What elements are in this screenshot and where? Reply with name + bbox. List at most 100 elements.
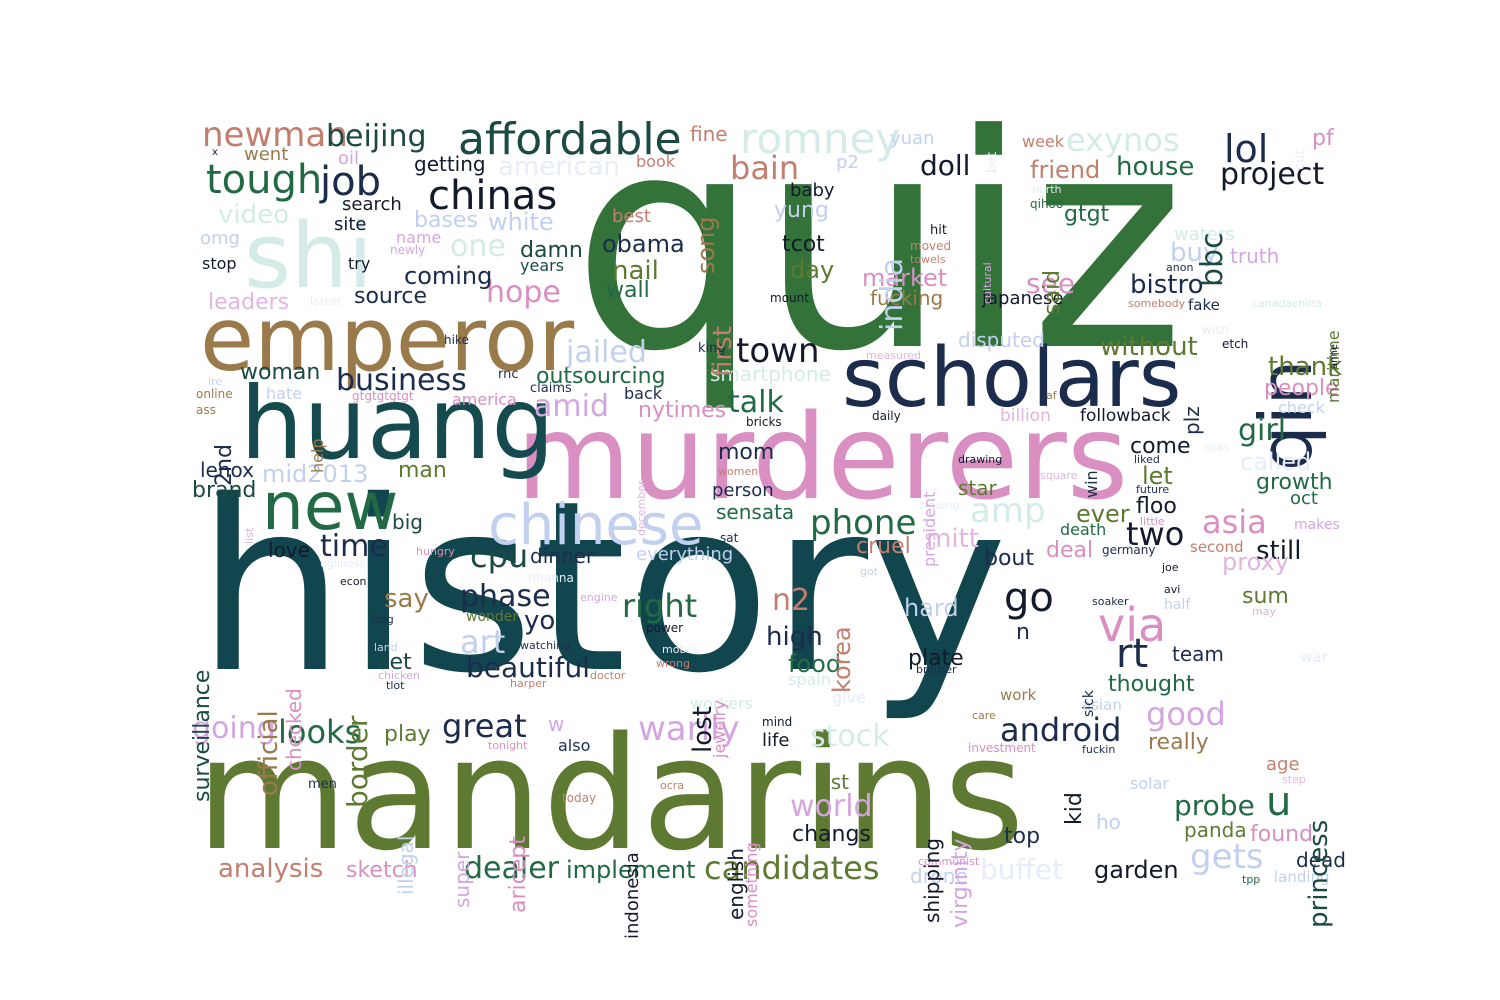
word-sick: sick xyxy=(1081,690,1097,717)
word-called: called xyxy=(1240,448,1312,476)
word-woman: woman xyxy=(240,360,321,385)
word-x: x xyxy=(212,147,218,158)
word-joe: joe xyxy=(1162,561,1179,574)
word-doll: doll xyxy=(920,149,971,182)
word-asia: asia xyxy=(1202,503,1267,541)
word-ire: ire xyxy=(208,375,223,388)
word-age: age xyxy=(1266,754,1300,775)
word-spain: spain xyxy=(788,670,831,689)
word-analysis: analysis xyxy=(218,854,324,884)
word-bout: bout xyxy=(984,546,1034,571)
word-dealer: dealer xyxy=(464,851,560,886)
word-u: u xyxy=(1266,779,1292,825)
word-food: food xyxy=(788,650,842,678)
word-king: king xyxy=(698,341,726,356)
word-man: man xyxy=(398,458,447,483)
word-right: right xyxy=(622,587,698,625)
word-step: step xyxy=(1282,773,1306,786)
word-ever: ever xyxy=(1076,500,1130,528)
word-smartphone: smartphone xyxy=(710,362,831,386)
word-korea: korea xyxy=(828,626,856,693)
word-probe: probe xyxy=(1174,789,1255,822)
word-baby: baby xyxy=(790,180,835,201)
word-north: north xyxy=(1032,183,1062,196)
word-illegal: illegal xyxy=(394,835,418,895)
word-coming: coming xyxy=(404,262,493,290)
word-land: land xyxy=(374,641,398,654)
word-bistro: bistro xyxy=(1130,270,1204,300)
word-harper: harper xyxy=(510,677,547,690)
word-death: death xyxy=(1060,520,1107,539)
word-mandarins: mandarins xyxy=(196,703,1025,885)
word-panda: panda xyxy=(1184,818,1247,842)
word-come: come xyxy=(1130,434,1191,459)
word-af: af xyxy=(1046,389,1057,402)
word-oct: oct xyxy=(1290,488,1318,509)
word-floo: floo xyxy=(1136,494,1177,519)
word-candidates: candidates xyxy=(704,849,880,887)
word-said: said xyxy=(1040,269,1065,315)
word-tcot: tcot xyxy=(782,232,825,257)
word-avi: avi xyxy=(1164,583,1181,596)
word-plate: plate xyxy=(908,646,964,671)
word-win: win xyxy=(1082,470,1101,498)
word-play: play xyxy=(384,722,431,747)
word-beautiful: beautiful xyxy=(466,651,591,684)
word-rt: rt xyxy=(1116,631,1149,677)
word-followback: followback xyxy=(1080,406,1171,426)
word-ugliness: ugliness xyxy=(320,557,366,570)
word-looks: looks xyxy=(278,713,362,751)
word-buffet: buffet xyxy=(980,853,1064,886)
word-changs: changs xyxy=(792,822,871,847)
word-cruel: cruel xyxy=(856,534,911,559)
word-little: little xyxy=(1140,515,1165,528)
word-shipping: shipping xyxy=(920,838,944,923)
word-hope: hope xyxy=(486,275,561,310)
word-latest: latest xyxy=(310,295,341,308)
word-makes: makes xyxy=(1294,517,1340,533)
word-super: super xyxy=(450,851,474,908)
word-dead: dead xyxy=(1296,848,1346,872)
word-yung: yung xyxy=(774,198,829,223)
word-fucking: fucking xyxy=(870,286,944,310)
word-source: source xyxy=(354,284,428,309)
word-online: online xyxy=(196,387,233,401)
word-buy: buy xyxy=(1170,238,1219,268)
word-daily: daily xyxy=(872,409,901,423)
word-market: market xyxy=(862,264,948,292)
word-official: official xyxy=(254,710,284,796)
word-econ: econ xyxy=(340,575,367,588)
word-first: first xyxy=(708,326,738,377)
word-landing: landing xyxy=(1274,868,1330,886)
word-implement: implement xyxy=(566,856,696,884)
word-love: love xyxy=(268,538,310,562)
word-new: new xyxy=(262,468,399,545)
word-jailed: jailed xyxy=(566,335,647,370)
word-gtgt: gtgt xyxy=(1064,202,1110,227)
word-engine: engine xyxy=(580,591,618,604)
word-disputed: disputed xyxy=(958,328,1045,352)
word-work: work xyxy=(1000,686,1037,704)
word-india: india xyxy=(875,257,910,331)
word-etch: etch xyxy=(1222,337,1249,351)
word-history: history xyxy=(196,450,1008,725)
word-android: android xyxy=(1000,711,1122,749)
word-see: see xyxy=(1026,267,1076,300)
word-canadachina: canadachina xyxy=(1252,297,1323,310)
word-kid: kid xyxy=(1062,792,1087,825)
word-border: border xyxy=(341,715,374,808)
word-asian: asian xyxy=(1082,696,1122,714)
word-shi: shi xyxy=(244,204,373,309)
word-went: went xyxy=(244,144,289,165)
word-site: site xyxy=(334,214,367,235)
word-president: president xyxy=(920,491,939,567)
word-something: something xyxy=(742,842,761,927)
word-surveillance: surveillance xyxy=(190,669,215,802)
word-bricks: bricks xyxy=(746,415,782,429)
word-tpp: tpp xyxy=(1242,873,1261,886)
word-tough: tough xyxy=(206,157,323,203)
word-indonesia: indonesia xyxy=(622,852,643,939)
word-one: one xyxy=(450,229,506,264)
word-brand: brand xyxy=(192,478,257,503)
word-talk: talk xyxy=(728,385,784,420)
